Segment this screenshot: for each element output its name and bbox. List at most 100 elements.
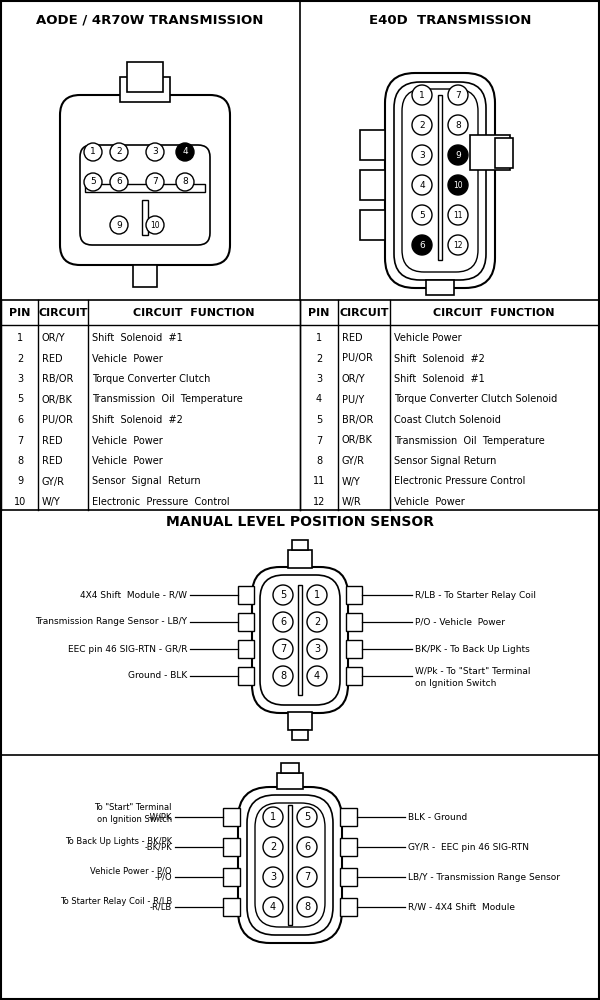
Text: 9: 9: [116, 221, 122, 230]
Bar: [360, 210, 385, 240]
Circle shape: [448, 175, 468, 195]
Circle shape: [448, 115, 468, 135]
Circle shape: [297, 867, 317, 887]
Text: 3: 3: [152, 147, 158, 156]
Text: 1: 1: [90, 147, 96, 156]
Text: 3: 3: [270, 872, 276, 882]
Text: PIN: PIN: [308, 308, 329, 318]
Text: Ground - BLK: Ground - BLK: [128, 672, 187, 680]
Text: CIRCUIT: CIRCUIT: [38, 308, 88, 318]
Text: W/Y: W/Y: [342, 477, 361, 487]
Circle shape: [297, 837, 317, 857]
Bar: [360, 130, 385, 160]
Text: -R/LB: -R/LB: [150, 902, 172, 912]
Bar: [238, 613, 254, 631]
Bar: [340, 838, 357, 856]
Circle shape: [297, 897, 317, 917]
Text: AODE / 4R70W TRANSMISSION: AODE / 4R70W TRANSMISSION: [37, 13, 263, 26]
Bar: [292, 540, 308, 550]
Text: 2: 2: [419, 120, 425, 129]
Text: 6: 6: [116, 178, 122, 186]
Bar: [346, 613, 362, 631]
Text: 3: 3: [314, 644, 320, 654]
Text: 11: 11: [313, 477, 325, 487]
Text: CIRCUIT: CIRCUIT: [339, 308, 389, 318]
Bar: [346, 667, 362, 685]
Text: Sensor  Signal  Return: Sensor Signal Return: [92, 477, 200, 487]
Circle shape: [273, 585, 293, 605]
Circle shape: [263, 867, 283, 887]
Text: 6: 6: [419, 240, 425, 249]
Text: 8: 8: [455, 120, 461, 129]
Text: Torque Converter Clutch: Torque Converter Clutch: [92, 374, 211, 384]
Text: 5: 5: [280, 590, 286, 600]
Text: PU/OR: PU/OR: [42, 415, 73, 425]
Text: 5: 5: [17, 394, 23, 404]
Text: 2: 2: [116, 147, 122, 156]
Text: OR/Y: OR/Y: [342, 374, 365, 384]
Circle shape: [176, 173, 194, 191]
Circle shape: [448, 85, 468, 105]
Text: Transmission  Oil  Temperature: Transmission Oil Temperature: [92, 394, 243, 404]
Text: Vehicle  Power: Vehicle Power: [92, 354, 163, 363]
Bar: [281, 763, 299, 773]
Text: RB/OR: RB/OR: [42, 374, 73, 384]
Bar: [223, 898, 240, 916]
Text: 1: 1: [270, 812, 276, 822]
Bar: [223, 868, 240, 886]
FancyBboxPatch shape: [394, 82, 486, 280]
Text: BR/OR: BR/OR: [342, 415, 373, 425]
Text: 3: 3: [316, 374, 322, 384]
Text: Shift  Solenoid  #2: Shift Solenoid #2: [92, 415, 183, 425]
Text: PIN: PIN: [10, 308, 31, 318]
Text: 6: 6: [17, 415, 23, 425]
Text: 10: 10: [453, 180, 463, 190]
Text: 3: 3: [419, 150, 425, 159]
FancyBboxPatch shape: [60, 95, 230, 265]
Circle shape: [307, 612, 327, 632]
Text: 2: 2: [17, 354, 23, 363]
Circle shape: [412, 115, 432, 135]
Text: 7: 7: [17, 436, 23, 446]
Text: 4: 4: [182, 147, 188, 156]
Circle shape: [110, 173, 128, 191]
Circle shape: [412, 205, 432, 225]
Circle shape: [84, 143, 102, 161]
Bar: [346, 586, 362, 604]
Bar: [142, 200, 148, 235]
Text: 2: 2: [314, 617, 320, 627]
Text: -P/O: -P/O: [154, 872, 172, 882]
Bar: [438, 95, 442, 260]
Circle shape: [273, 666, 293, 686]
Text: on Ignition Switch: on Ignition Switch: [415, 678, 496, 688]
Circle shape: [273, 639, 293, 659]
FancyBboxPatch shape: [247, 795, 333, 935]
Circle shape: [412, 175, 432, 195]
Text: R/LB - To Starter Relay Coil: R/LB - To Starter Relay Coil: [415, 590, 536, 599]
Text: Transmission Range Sensor - LB/Y: Transmission Range Sensor - LB/Y: [35, 617, 187, 626]
Text: PU/OR: PU/OR: [342, 354, 373, 363]
Bar: [292, 730, 308, 740]
Circle shape: [84, 173, 102, 191]
Text: Vehicle  Power: Vehicle Power: [394, 497, 465, 507]
Text: 2: 2: [270, 842, 276, 852]
Bar: [340, 808, 357, 826]
Text: GY/R: GY/R: [342, 456, 365, 466]
Text: 5: 5: [316, 415, 322, 425]
Bar: [495, 138, 513, 168]
Text: CIRCUIT  FUNCTION: CIRCUIT FUNCTION: [133, 308, 255, 318]
Circle shape: [448, 145, 468, 165]
Text: GY/R: GY/R: [42, 477, 65, 487]
Bar: [277, 773, 303, 789]
Text: To Back Up Lights - BK/PK: To Back Up Lights - BK/PK: [65, 836, 172, 846]
Text: 1: 1: [314, 590, 320, 600]
Text: OR/BK: OR/BK: [42, 394, 73, 404]
Bar: [85, 184, 205, 192]
Text: Sensor Signal Return: Sensor Signal Return: [394, 456, 496, 466]
Text: 8: 8: [280, 671, 286, 681]
Bar: [120, 77, 170, 102]
Circle shape: [176, 143, 194, 161]
Bar: [360, 170, 385, 200]
Text: Shift  Solenoid  #1: Shift Solenoid #1: [394, 374, 485, 384]
Text: 4: 4: [314, 671, 320, 681]
